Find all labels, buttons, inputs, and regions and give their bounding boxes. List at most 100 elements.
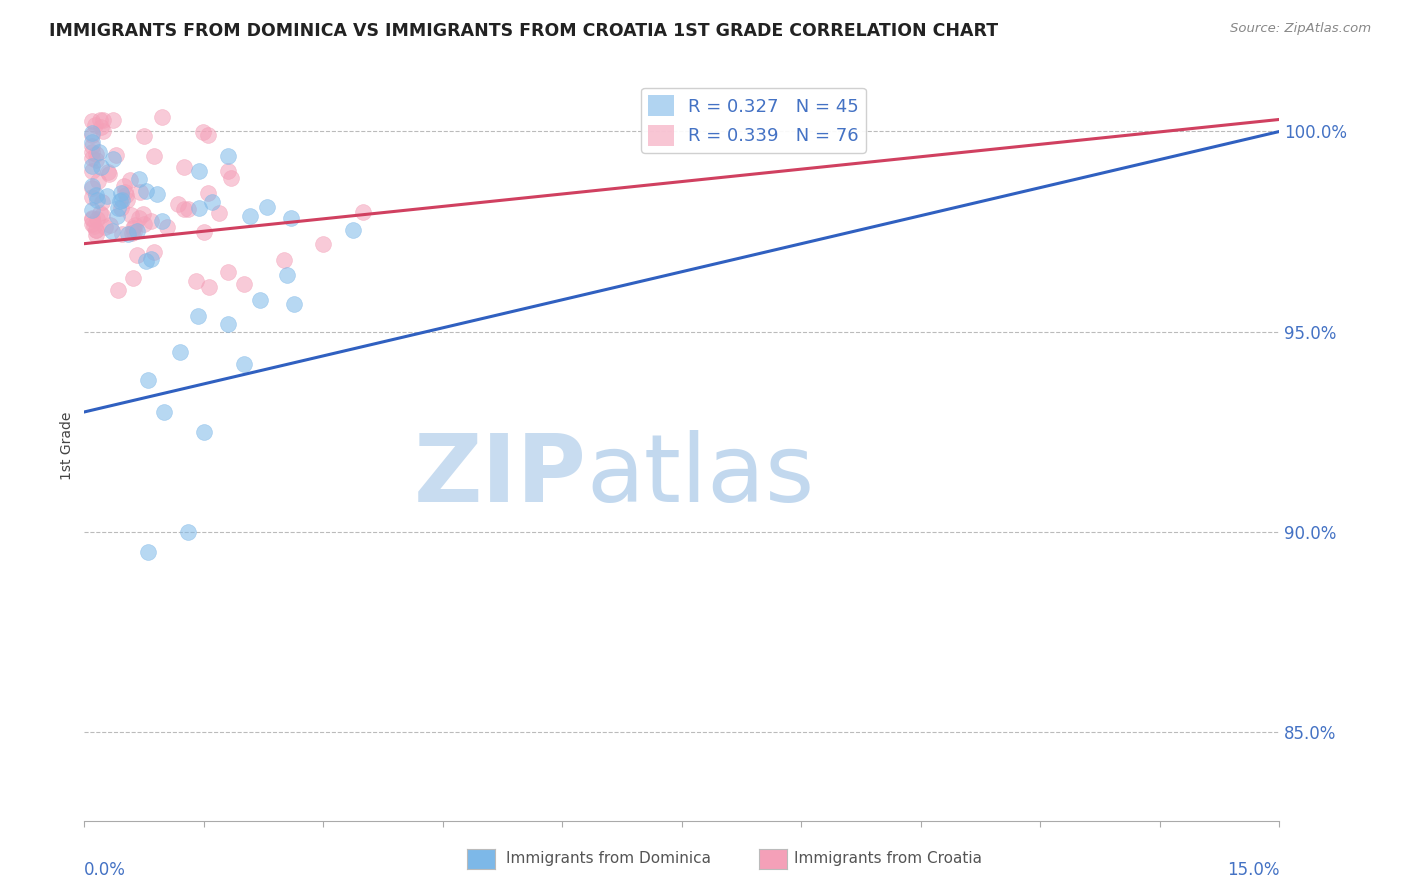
Point: [125, 224, 148, 238]
Point: [217, 317, 239, 331]
Point: [91, 124, 114, 138]
Point: [82, 145, 104, 160]
Point: [139, 252, 162, 267]
Point: [82, 126, 104, 140]
Point: [84, 222, 107, 236]
Point: [122, 225, 145, 239]
Text: IMMIGRANTS FROM DOMINICA VS IMMIGRANTS FROM CROATIA 1ST GRADE CORRELATION CHART: IMMIGRANTS FROM DOMINICA VS IMMIGRANTS F…: [49, 22, 998, 40]
Point: [173, 161, 195, 175]
Point: [188, 201, 211, 215]
Point: [117, 227, 139, 242]
Point: [150, 214, 173, 228]
Point: [132, 207, 155, 221]
Point: [93, 113, 115, 128]
Point: [256, 201, 278, 215]
Point: [232, 357, 254, 371]
Point: [128, 172, 150, 186]
Point: [208, 206, 231, 220]
Point: [132, 128, 155, 143]
Point: [120, 208, 142, 222]
Point: [84, 227, 107, 242]
Point: [82, 212, 104, 227]
Point: [135, 184, 157, 198]
Point: [107, 209, 129, 223]
Point: [139, 214, 162, 228]
Point: [82, 128, 104, 143]
Point: [191, 125, 214, 139]
Point: [82, 139, 104, 153]
Y-axis label: 1st Grade: 1st Grade: [60, 412, 75, 480]
Point: [115, 188, 138, 202]
Point: [124, 218, 146, 232]
Point: [94, 220, 117, 235]
Point: [97, 165, 120, 179]
Point: [108, 194, 131, 209]
Point: [219, 170, 242, 185]
Point: [177, 525, 200, 540]
Text: atlas: atlas: [586, 430, 814, 522]
Point: [89, 206, 111, 220]
Text: Immigrants from Croatia: Immigrants from Croatia: [794, 851, 983, 865]
Point: [312, 236, 335, 251]
Point: [193, 225, 215, 239]
Point: [197, 186, 219, 201]
Point: [173, 202, 195, 216]
Point: [217, 163, 239, 178]
Point: [150, 111, 173, 125]
Point: [82, 217, 104, 231]
Point: [177, 202, 200, 216]
Point: [89, 112, 111, 127]
Point: [86, 194, 108, 208]
Text: Immigrants from Dominica: Immigrants from Dominica: [506, 851, 711, 865]
Point: [238, 209, 260, 223]
Point: [156, 220, 179, 235]
Point: [83, 219, 105, 234]
Point: [82, 135, 104, 149]
Point: [118, 172, 141, 186]
Point: [82, 180, 104, 194]
Point: [167, 197, 190, 211]
Point: [84, 118, 107, 132]
Point: [121, 270, 143, 285]
Point: [82, 164, 104, 178]
Point: [107, 283, 129, 297]
Point: [82, 159, 104, 173]
Point: [280, 211, 302, 226]
Point: [197, 128, 219, 143]
Point: [90, 120, 112, 134]
Point: [142, 149, 165, 163]
Point: [82, 113, 104, 128]
Point: [90, 161, 112, 175]
Point: [352, 204, 374, 219]
Point: [82, 211, 104, 225]
Text: 0.0%: 0.0%: [84, 861, 127, 879]
Point: [87, 174, 110, 188]
Point: [82, 190, 104, 204]
Point: [232, 277, 254, 291]
Point: [114, 185, 136, 199]
Point: [82, 179, 104, 194]
Point: [111, 193, 134, 207]
Legend: R = 0.327   N = 45, R = 0.339   N = 76: R = 0.327 N = 45, R = 0.339 N = 76: [641, 88, 866, 153]
Point: [136, 373, 159, 387]
Point: [198, 280, 221, 294]
Point: [145, 187, 167, 202]
Text: 15.0%: 15.0%: [1227, 861, 1279, 879]
Point: [186, 274, 208, 288]
Point: [101, 112, 124, 127]
Point: [86, 211, 108, 226]
Point: [193, 425, 215, 439]
Point: [121, 221, 143, 235]
Point: [217, 149, 239, 163]
Text: Source: ZipAtlas.com: Source: ZipAtlas.com: [1230, 22, 1371, 36]
Point: [121, 226, 143, 240]
Point: [276, 268, 298, 282]
Point: [135, 253, 157, 268]
Point: [96, 189, 118, 203]
Point: [84, 188, 107, 202]
Point: [89, 145, 111, 159]
Point: [101, 152, 124, 166]
Point: [107, 202, 129, 216]
Point: [128, 211, 150, 225]
Point: [125, 248, 148, 262]
